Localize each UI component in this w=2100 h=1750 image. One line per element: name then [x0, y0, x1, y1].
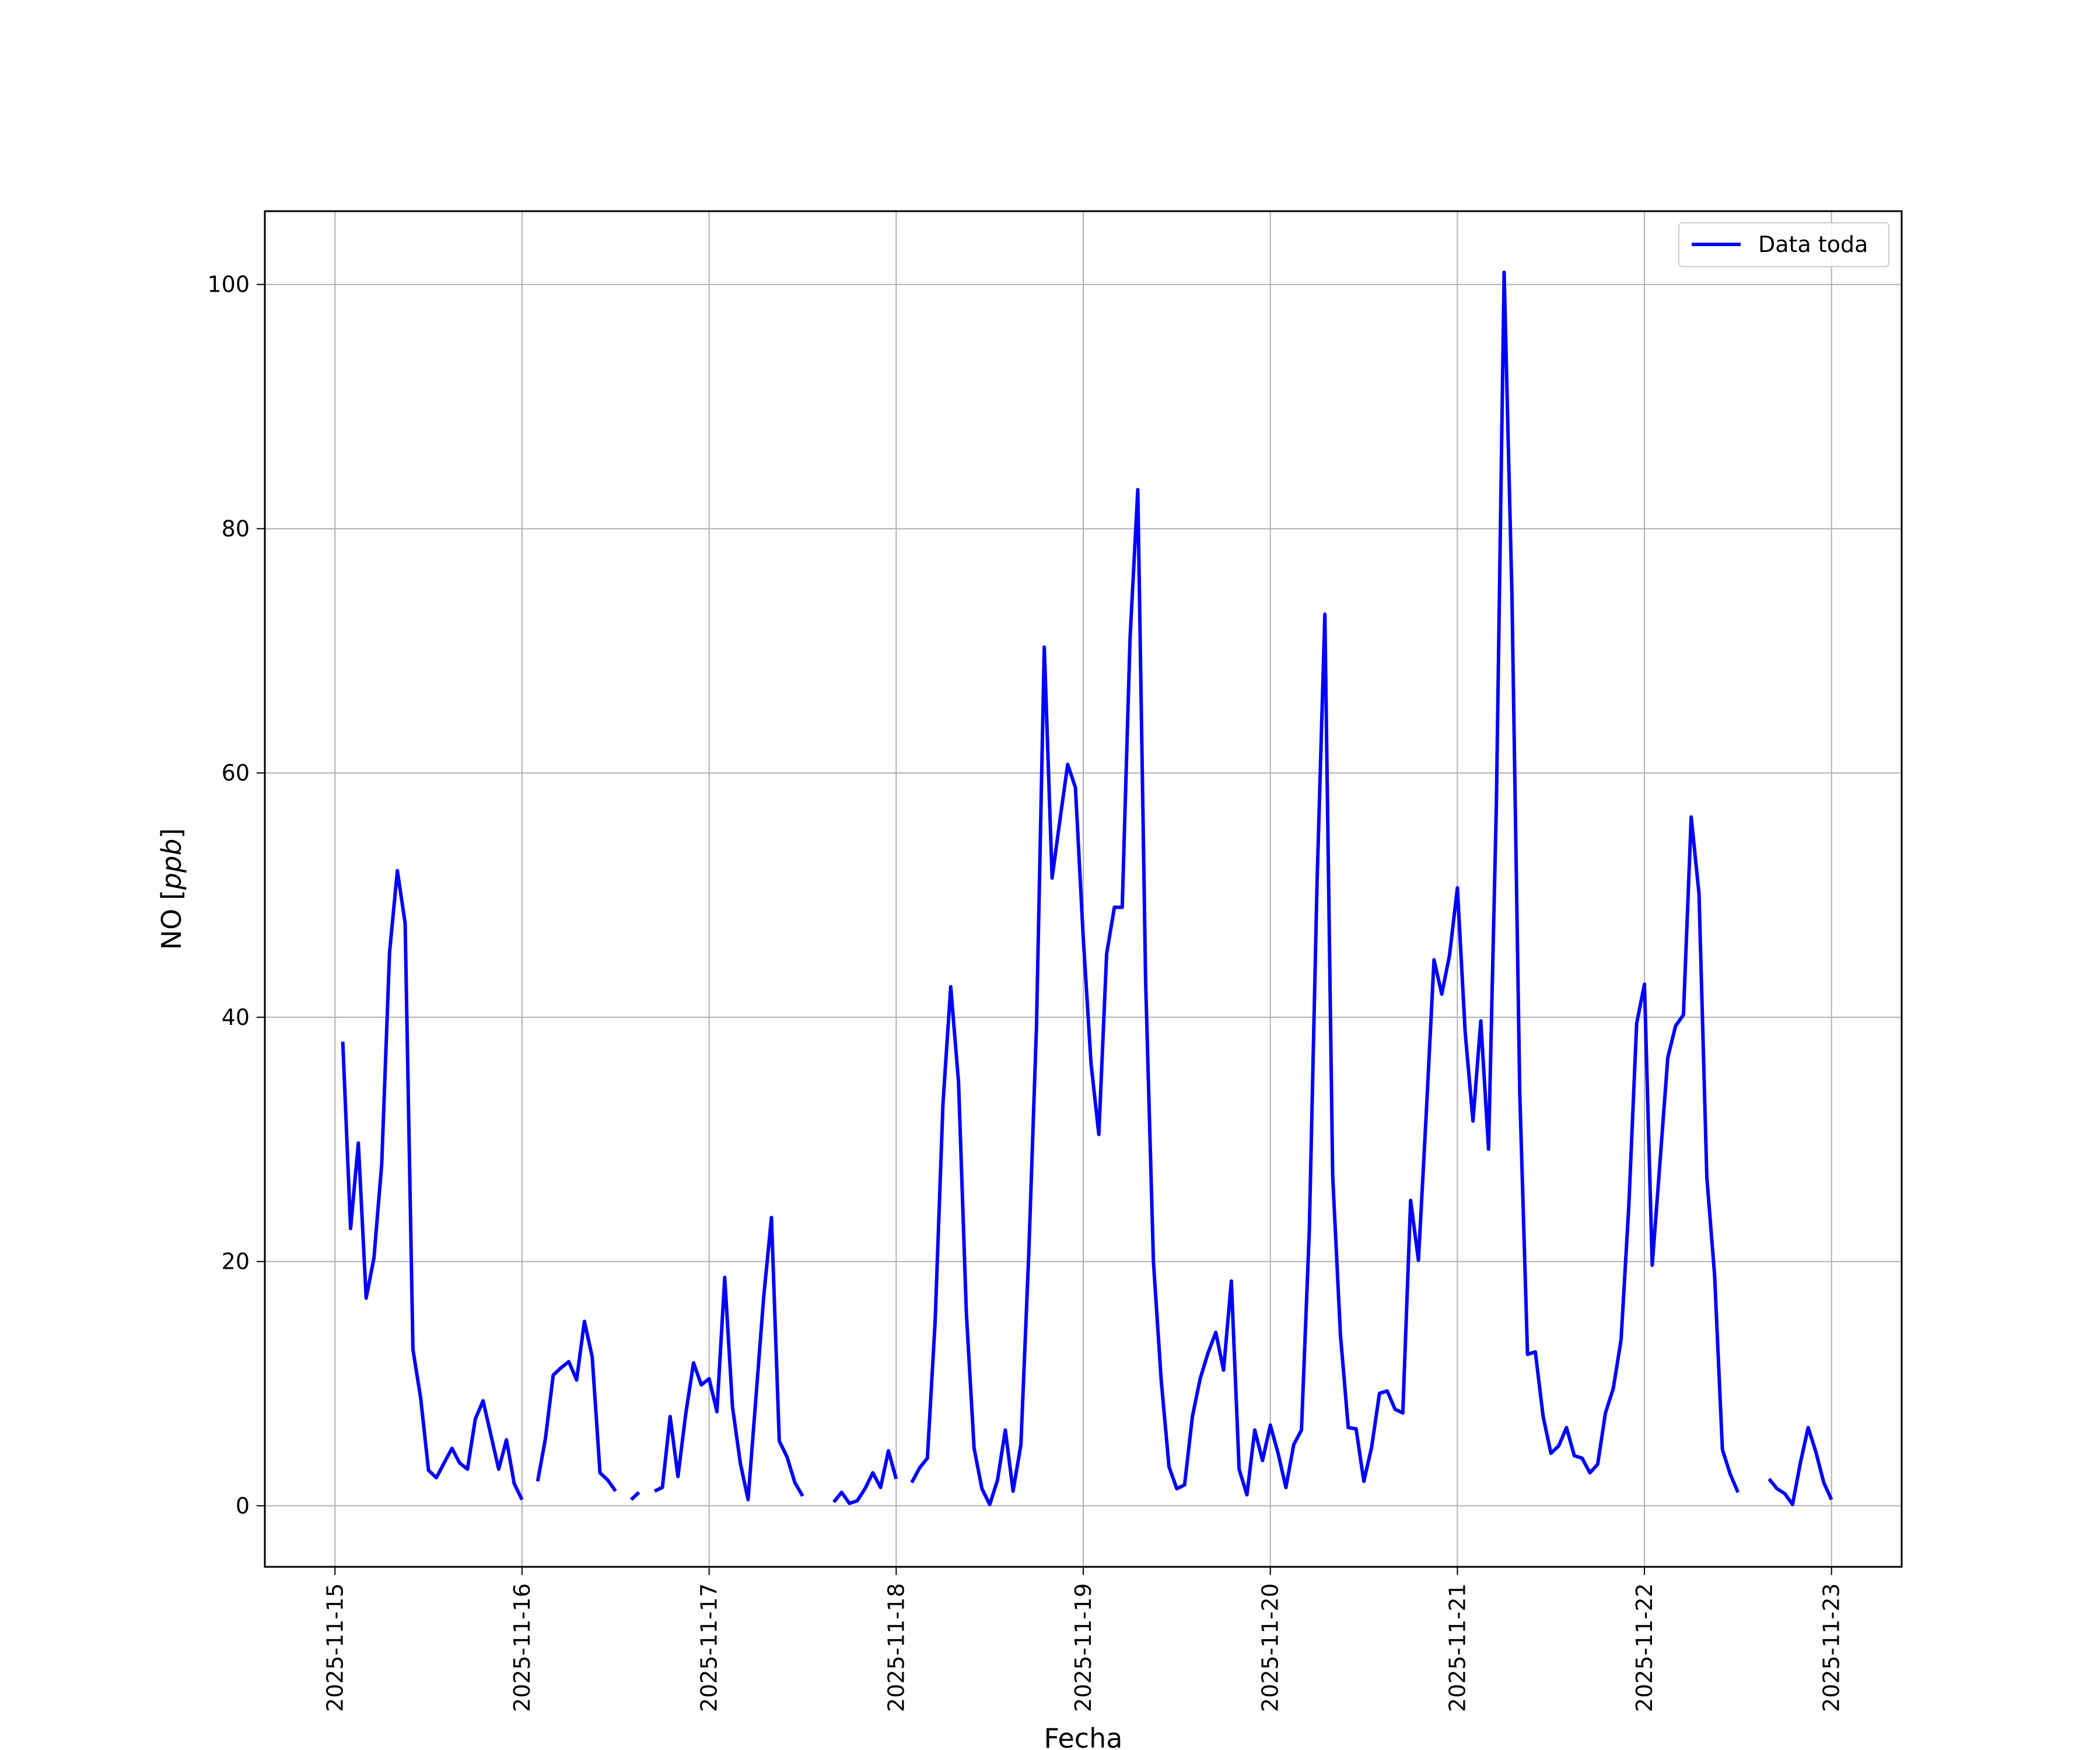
legend-label: Data toda	[1758, 232, 1868, 257]
y-axis-title-base: NO [	[156, 890, 187, 950]
x-axis-title: Fecha	[1044, 1723, 1123, 1750]
series-line-segment	[653, 1216, 804, 1502]
legend: Data toda	[1678, 222, 1889, 267]
x-axis: 2025-11-15 2025-11-16 2025-11-17 2025-11-18…	[322, 1567, 1845, 1712]
series-line-segment	[536, 1320, 617, 1492]
y-axis-title: NO [ppb]	[156, 828, 187, 950]
x-tick-label: 2025-11-22	[1632, 1583, 1657, 1712]
x-tick-label: 2025-11-19	[1070, 1583, 1096, 1712]
x-tick-label: 2025-11-20	[1258, 1583, 1283, 1712]
x-tick-label: 2025-11-23	[1819, 1583, 1845, 1712]
y-axis-title-unit: ppb	[156, 839, 187, 891]
x-tick-label: 2025-11-17	[696, 1583, 722, 1712]
series-line-segment	[341, 869, 524, 1501]
x-tick-label: 2025-11-15	[322, 1583, 348, 1712]
y-tick-label: 20	[222, 1249, 250, 1275]
y-axis: 0 20 40 60 80 100	[207, 272, 265, 1518]
y-tick-label: 80	[222, 516, 250, 541]
y-tick-label: 0	[236, 1493, 250, 1518]
x-tick-label: 2025-11-18	[883, 1583, 909, 1712]
series-line-segment	[1768, 1426, 1833, 1507]
x-tick-label: 2025-11-21	[1444, 1583, 1470, 1712]
y-axis-title-end: ]	[156, 828, 187, 839]
series-layer	[341, 270, 1833, 1507]
series-line-segment	[910, 270, 1740, 1507]
y-tick-label: 100	[207, 272, 250, 298]
y-tick-label: 40	[222, 1005, 250, 1030]
y-tick-label: 60	[222, 760, 250, 786]
series-line-segment	[629, 1491, 640, 1501]
x-tick-label: 2025-11-16	[509, 1583, 535, 1712]
series-line-segment	[832, 1449, 898, 1506]
legend-box	[1678, 222, 1889, 267]
grid-lines	[265, 211, 1902, 1567]
